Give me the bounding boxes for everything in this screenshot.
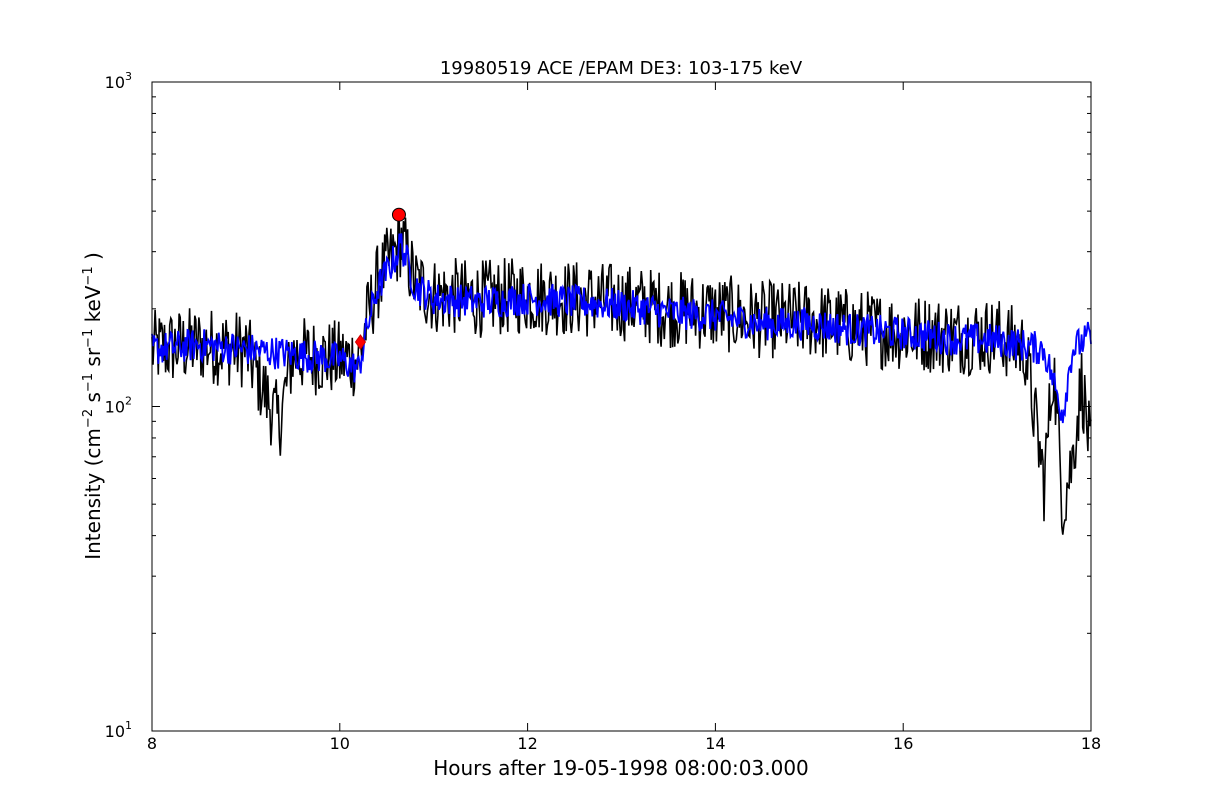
series-lines [151,213,1092,535]
y-tick-label: 101 [105,719,132,741]
x-tick-label: 18 [1081,734,1101,753]
x-tick-label: 12 [517,734,537,753]
y-label-suffix: ) [81,252,105,266]
x-axis-label: Hours after 19-05-1998 08:00:03.000 [433,756,809,780]
chart-title: 19980519 ACE /EPAM DE3: 103-175 keV [440,58,803,79]
y-label-exp3: −1 [81,329,96,348]
y-axis-label: Intensity (cm−2 s−1 sr−1 keV−1 ) [81,252,105,560]
y-label-exp4: −1 [81,266,96,285]
y-label-kev: keV [81,285,105,329]
x-tick-label: 16 [893,734,913,753]
onset-marker [354,334,367,350]
y-tick-label: 103 [105,70,132,92]
y-label-sr: sr [81,347,105,373]
axis-ticks: 8 10 12 14 16 18 101 102 103 [105,70,1102,753]
y-label-s: s [81,392,105,409]
x-tick-label: 10 [330,734,350,753]
x-tick-label: 8 [147,734,157,753]
event-markers [354,207,406,350]
y-tick-label: 102 [105,395,132,417]
series-line-2 [151,233,1092,424]
x-tick-label: 14 [705,734,725,753]
y-label-prefix: Intensity (cm [81,428,105,560]
y-label-exp1: −2 [81,409,96,428]
y-label-exp2: −1 [81,373,96,392]
peak-marker [391,207,406,222]
